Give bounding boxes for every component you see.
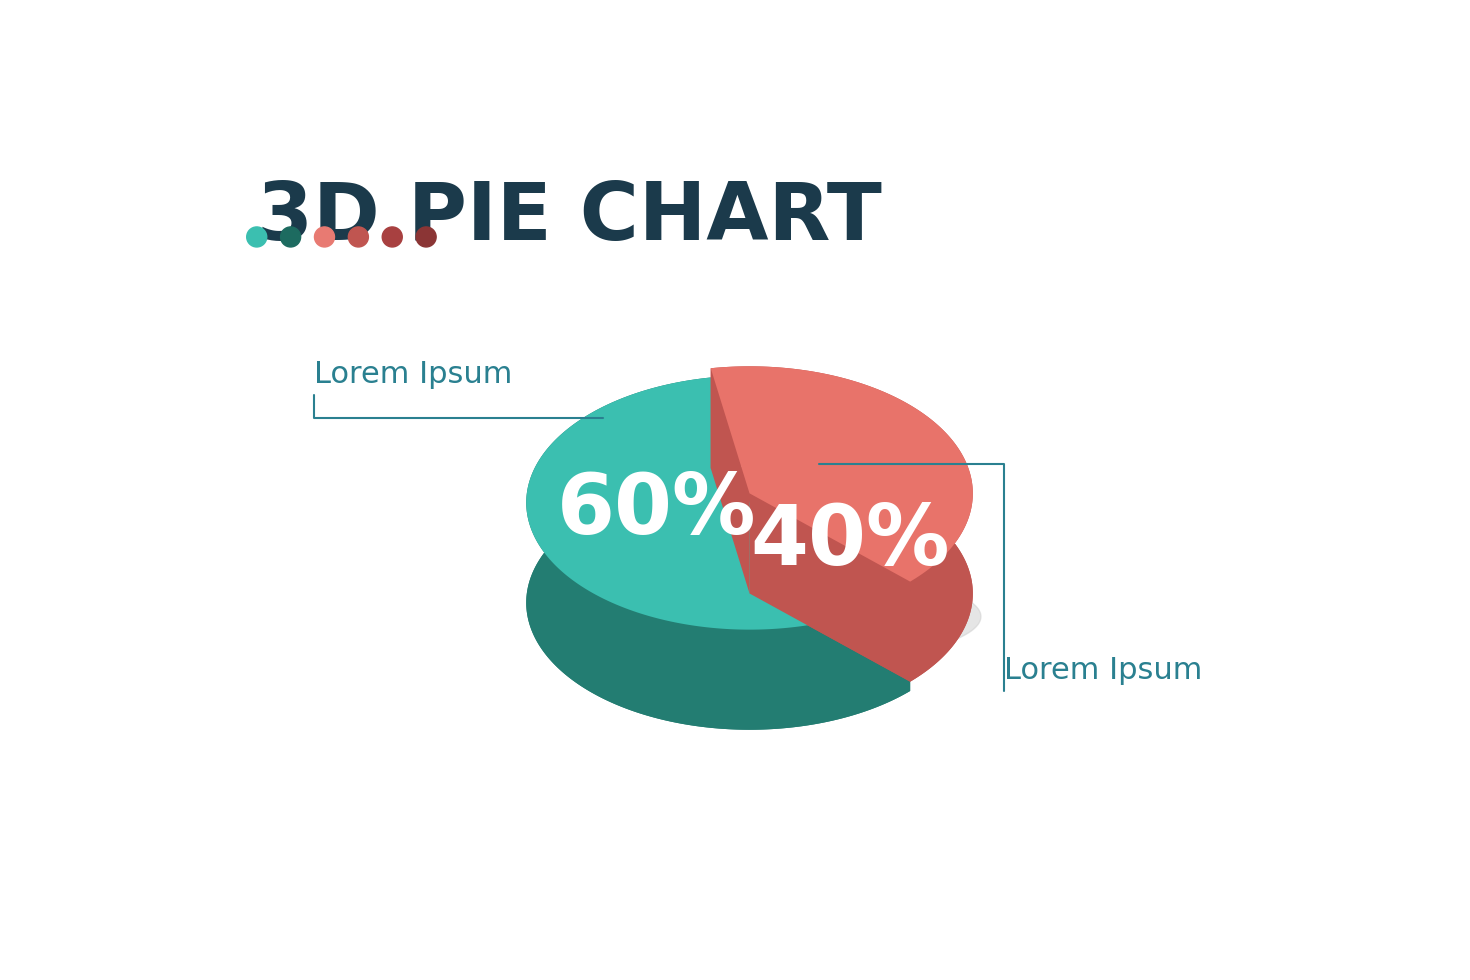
Polygon shape	[557, 568, 980, 664]
Text: 3D PIE CHART: 3D PIE CHART	[257, 179, 882, 257]
Polygon shape	[526, 477, 910, 730]
Circle shape	[348, 227, 369, 247]
Polygon shape	[711, 367, 973, 581]
Polygon shape	[526, 377, 910, 730]
Text: 40%: 40%	[750, 501, 950, 581]
Polygon shape	[711, 367, 973, 682]
Text: Lorem Ipsum: Lorem Ipsum	[1004, 656, 1202, 685]
Polygon shape	[750, 503, 910, 691]
Polygon shape	[711, 368, 750, 594]
Circle shape	[416, 227, 437, 247]
Polygon shape	[750, 493, 910, 682]
Circle shape	[247, 227, 266, 247]
Circle shape	[315, 227, 335, 247]
Circle shape	[281, 227, 300, 247]
Polygon shape	[711, 466, 973, 682]
Circle shape	[382, 227, 403, 247]
Text: 60%: 60%	[557, 469, 757, 551]
Text: Lorem Ipsum: Lorem Ipsum	[315, 360, 513, 389]
Polygon shape	[526, 377, 910, 629]
Polygon shape	[711, 377, 750, 603]
